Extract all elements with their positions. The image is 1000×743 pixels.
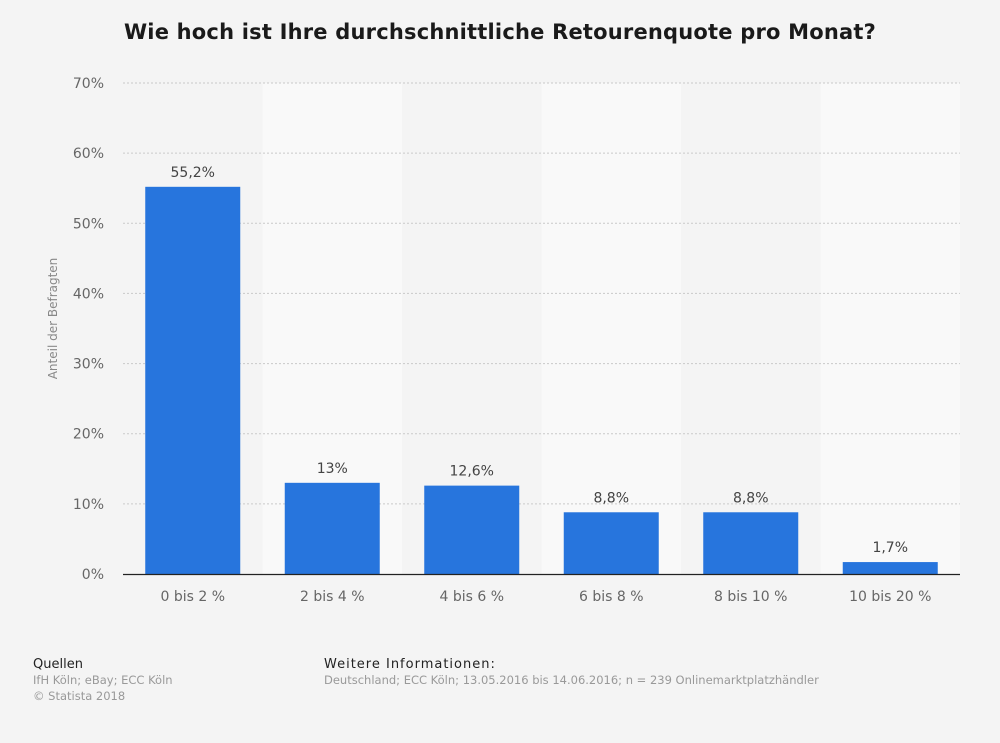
more-info-text: Deutschland; ECC Köln; 13.05.2016 bis 14… xyxy=(324,673,819,687)
x-tick-label: 4 bis 6 % xyxy=(439,589,504,605)
x-tick-label: 2 bis 4 % xyxy=(300,589,365,605)
y-tick-label: 60% xyxy=(73,146,104,162)
x-tick-label: 10 bis 20 % xyxy=(849,589,931,605)
column-band-6 xyxy=(820,83,960,574)
bar-2 xyxy=(284,482,380,574)
bar-4 xyxy=(563,512,659,574)
copyright-line: © Statista 2018 xyxy=(33,689,126,703)
x-axis-ticks: 0 bis 2 % 2 bis 4 % 4 bis 6 % 6 bis 8 % 8 bi… xyxy=(160,589,931,605)
y-tick-label: 40% xyxy=(73,286,104,302)
column-band-4 xyxy=(541,83,681,574)
y-tick-label: 50% xyxy=(73,216,104,232)
y-tick-label: 20% xyxy=(73,427,104,443)
y-tick-label: 10% xyxy=(73,497,104,513)
column-band-5 xyxy=(681,83,821,574)
y-axis-label: Anteil der Befragten xyxy=(46,258,60,380)
bar-6 xyxy=(842,562,938,574)
x-tick-label: 0 bis 2 % xyxy=(160,589,225,605)
sources-line: IfH Köln; eBay; ECC Köln xyxy=(33,673,173,687)
gridlines xyxy=(123,82,960,505)
data-label: 8,8% xyxy=(593,490,629,506)
more-info-block: Weitere Informationen: Deutschland; ECC … xyxy=(324,657,819,688)
y-tick-label: 70% xyxy=(73,76,104,92)
x-tick-label: 6 bis 8 % xyxy=(579,589,644,605)
x-tick-label: 8 bis 10 % xyxy=(714,589,787,605)
sources-block: Quellen IfH Köln; eBay; ECC Köln © Stati… xyxy=(33,657,173,704)
data-label: 13% xyxy=(317,461,348,477)
sources-heading: Quellen xyxy=(33,657,83,672)
bar-3 xyxy=(424,485,520,574)
data-label: 8,8% xyxy=(733,490,769,506)
bar-5 xyxy=(703,512,799,574)
bar-1 xyxy=(145,186,241,574)
chart-title: Wie hoch ist Ihre durchschnittliche Reto… xyxy=(123,20,877,44)
y-tick-label: 0% xyxy=(82,567,104,583)
bars xyxy=(145,186,938,574)
more-info-heading: Weitere Informationen: xyxy=(324,657,496,672)
data-label: 12,6% xyxy=(450,464,494,480)
column-bands xyxy=(123,83,960,574)
y-axis-ticks: 0% 10% 20% 30% 40% 50% 60% 70% xyxy=(73,76,104,583)
data-label: 55,2% xyxy=(171,165,215,181)
data-labels: 55,2% 13% 12,6% 8,8% 8,8% 1,7% xyxy=(171,165,909,556)
y-tick-label: 30% xyxy=(73,357,104,373)
data-label: 1,7% xyxy=(872,540,908,556)
